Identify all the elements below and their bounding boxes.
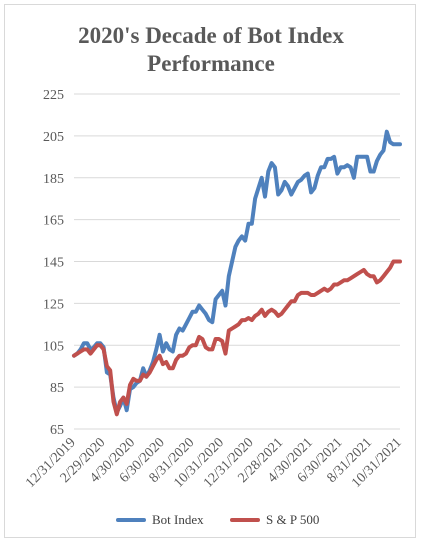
legend-swatch-bot-index — [116, 518, 146, 522]
grid-lines — [74, 93, 400, 430]
y-tick-label: 145 — [43, 256, 64, 271]
y-tick-label: 85 — [50, 381, 64, 396]
legend: Bot Index S & P 500 — [0, 512, 422, 534]
legend-label-bot-index: Bot Index — [152, 512, 204, 527]
chart-title-line-1: 2020's Decade of Bot Index — [78, 23, 344, 48]
y-tick-label: 185 — [43, 172, 64, 187]
y-tick-label: 65 — [50, 423, 64, 438]
legend-label-sp500: S & P 500 — [266, 512, 320, 527]
legend-swatch-sp500 — [230, 518, 260, 522]
legend-item-bot-index: Bot Index — [116, 512, 204, 528]
y-tick-label: 105 — [43, 339, 64, 354]
legend-item-sp500: S & P 500 — [230, 512, 319, 528]
x-axis: 12/31/20192/29/20204/30/20206/30/20208/3… — [23, 435, 405, 491]
chart-title: 2020's Decade of Bot Index Performance — [0, 22, 422, 78]
y-tick-label: 205 — [43, 130, 64, 145]
chart-title-line-2: Performance — [147, 51, 275, 76]
series-group — [72, 129, 402, 417]
chart-frame — [4, 4, 416, 538]
y-tick-label: 125 — [43, 297, 64, 312]
y-axis: 65 85 105 125 145 165 185 205 225 — [43, 88, 64, 438]
series-line-bot-index — [72, 129, 402, 415]
series-line-sp500 — [72, 259, 402, 417]
y-tick-label: 225 — [43, 88, 64, 103]
y-tick-label: 165 — [43, 214, 64, 229]
